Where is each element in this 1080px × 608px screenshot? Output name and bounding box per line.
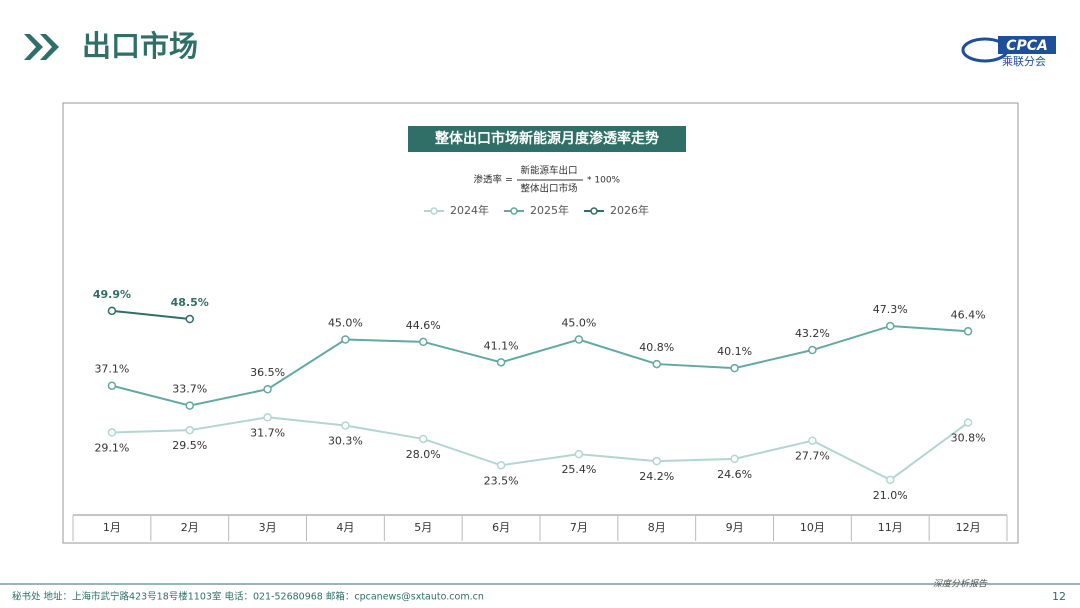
data-label: 40.8% — [639, 341, 674, 354]
data-label: 29.1% — [94, 442, 129, 455]
x-tick-label: 5月 — [414, 521, 432, 534]
plot: 1月 2月 3月 4月 5月 6月 7月 8月 9月 10月 11月 12月 2024年 2025年 202… — [72, 203, 1008, 541]
data-label: 46.4% — [951, 308, 986, 321]
x-tick-label: 4月 — [336, 521, 354, 534]
series-line — [111, 416, 969, 482]
legend-marker — [430, 207, 438, 215]
formula-right: * 100% — [587, 176, 621, 186]
data-point — [963, 418, 973, 427]
data-label: 21.0% — [873, 489, 908, 502]
formula-left: 渗透率 = — [474, 174, 513, 186]
data-point — [185, 401, 194, 410]
formula-numerator: 新能源车出口 — [520, 165, 577, 177]
x-tick-label: 8月 — [648, 521, 666, 534]
chart-title: 整体出口市场新能源月度渗透率走势 — [434, 130, 659, 147]
data-point — [341, 335, 350, 344]
x-tick-label: 2月 — [181, 521, 199, 534]
data-point — [730, 363, 739, 373]
data-label: 45.0% — [328, 317, 363, 330]
data-point — [574, 335, 584, 344]
data-point — [963, 327, 973, 336]
data-label: 23.5% — [484, 474, 519, 487]
data-label: 41.1% — [484, 339, 519, 352]
data-label: 40.1% — [717, 345, 752, 358]
data-point — [730, 454, 739, 464]
data-label: 49.9% — [93, 288, 131, 301]
chart-title-bg — [408, 126, 686, 152]
data-label: 48.5% — [171, 296, 209, 309]
data-label: 31.7% — [250, 426, 285, 439]
data-point — [263, 413, 272, 422]
data-point — [808, 436, 817, 445]
data-label: 30.8% — [951, 432, 986, 445]
data-label: 28.0% — [406, 448, 441, 461]
data-point — [652, 456, 661, 466]
data-label: 47.3% — [873, 303, 908, 316]
data-point — [808, 345, 817, 355]
x-tick-label: 1月 — [103, 521, 121, 534]
footer-report: 深度分析报告 — [933, 579, 988, 590]
data-label: 37.1% — [94, 363, 129, 376]
data-label: 43.2% — [795, 327, 830, 340]
x-tick-label: 12月 — [956, 521, 981, 534]
footer-contact: 秘书处 地址：上海市武宁路423号18号楼1103室 电话：021-526809… — [12, 591, 484, 603]
data-point — [185, 314, 194, 324]
data-label: 24.2% — [639, 470, 674, 483]
data-label: 33.7% — [172, 383, 207, 396]
data-point — [886, 475, 895, 485]
chart-frame — [62, 102, 1019, 544]
data-point — [419, 337, 428, 347]
legend-marker — [510, 207, 518, 215]
logo-box — [998, 36, 1056, 54]
data-label: 25.4% — [561, 463, 596, 476]
x-tick-label: 7月 — [570, 521, 588, 534]
data-label: 36.5% — [250, 366, 285, 379]
legend-marker — [590, 207, 598, 215]
legend-label: 2025年 — [530, 203, 569, 217]
x-tick-label: 9月 — [726, 521, 744, 534]
data-label: 45.0% — [561, 317, 596, 330]
page-number: 12 — [1052, 590, 1066, 603]
header-title: 出口市场 — [82, 29, 198, 63]
chevrons — [24, 34, 59, 60]
data-label: 29.5% — [172, 439, 207, 452]
x-tick-label: 6月 — [492, 521, 510, 534]
data-point — [652, 359, 661, 369]
data-label: 30.3% — [328, 434, 363, 447]
data-point — [886, 321, 895, 331]
formula-denominator: 整体出口市场 — [520, 183, 577, 195]
data-point — [107, 428, 117, 437]
x-tick-label: 3月 — [259, 521, 277, 534]
logo-text: CPCA — [1006, 38, 1048, 54]
data-point — [574, 449, 584, 459]
x-tick-label: 10月 — [800, 521, 825, 534]
data-point — [107, 381, 117, 390]
data-label: 24.6% — [717, 468, 752, 481]
data-point — [185, 425, 194, 435]
x-tick-label: 11月 — [878, 521, 903, 534]
data-label: 27.7% — [795, 450, 830, 463]
logo-subtitle: 乘联分会 — [1002, 55, 1046, 68]
data-point — [263, 384, 272, 394]
data-point — [341, 421, 350, 430]
data-point — [107, 306, 117, 316]
data-point — [496, 358, 506, 367]
legend-label: 2024年 — [450, 203, 489, 217]
data-point — [419, 434, 428, 444]
series-line — [111, 325, 969, 407]
data-label: 44.6% — [406, 319, 441, 332]
data-point — [496, 461, 506, 470]
series-line — [111, 309, 190, 321]
legend-label: 2026年 — [610, 203, 649, 217]
